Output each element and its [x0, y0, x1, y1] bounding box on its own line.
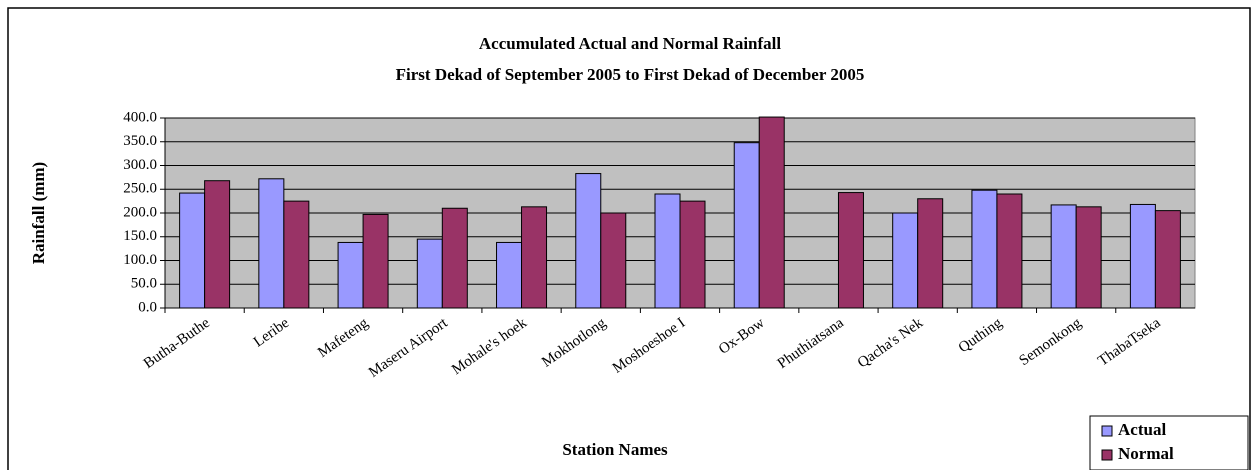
bar: [654, 193, 681, 309]
y-axis-title: Rainfall (mm): [29, 162, 48, 264]
y-tick-label: 250.0: [123, 181, 157, 197]
bar: [733, 142, 760, 309]
bar: [337, 241, 364, 309]
chart-title: Accumulated Actual and Normal Rainfall: [479, 34, 782, 53]
bar: [521, 206, 548, 309]
bar: [892, 212, 919, 309]
bar: [1050, 204, 1077, 309]
bar: [758, 116, 785, 309]
bar: [837, 192, 864, 309]
y-tick-label: 0.0: [138, 299, 157, 315]
bar: [204, 180, 231, 309]
y-tick-label: 150.0: [123, 228, 157, 244]
bar: [1075, 206, 1102, 309]
y-tick-label: 400.0: [123, 109, 157, 125]
bar: [416, 238, 443, 309]
bar: [575, 173, 602, 309]
x-axis-title: Station Names: [562, 440, 668, 459]
legend-swatch: [1101, 449, 1113, 461]
bar: [179, 192, 206, 309]
bar: [441, 207, 468, 309]
bar: [496, 241, 523, 309]
legend-label: Normal: [1118, 444, 1174, 463]
y-tick-label: 200.0: [123, 204, 157, 220]
y-tick-label: 50.0: [131, 276, 157, 292]
legend-label: Actual: [1118, 420, 1166, 439]
chart-subtitle: First Dekad of September 2005 to First D…: [396, 65, 865, 84]
y-tick-label: 350.0: [123, 133, 157, 149]
bar: [679, 200, 706, 309]
bar: [600, 212, 627, 309]
bar: [1154, 210, 1181, 309]
bar: [283, 200, 310, 309]
bar: [258, 178, 285, 309]
bar: [362, 213, 389, 309]
y-tick-label: 300.0: [123, 157, 157, 173]
legend-box: [1089, 415, 1249, 470]
bar: [996, 193, 1023, 309]
bar: [917, 198, 944, 309]
bar: [1129, 203, 1156, 309]
y-tick-label: 100.0: [123, 252, 157, 268]
legend-swatch: [1101, 425, 1113, 437]
bar: [971, 189, 998, 309]
